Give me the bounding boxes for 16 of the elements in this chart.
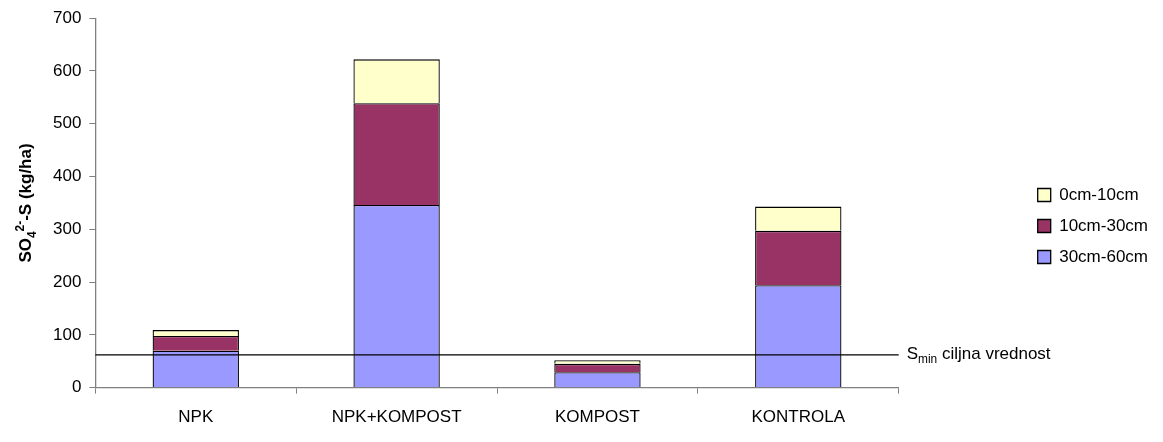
x-tick-label: KOMPOST [554, 407, 640, 427]
y-tick-label: 300 [52, 218, 82, 238]
x-tick-label: KONTROLA [751, 407, 846, 427]
legend-label: 0cm-10cm [1059, 184, 1139, 204]
y-tick-label: 0 [71, 377, 82, 397]
y-tick-label: 400 [52, 166, 82, 186]
legend-label: 30cm-60cm [1059, 246, 1149, 266]
x-tick-label: NPK [178, 407, 214, 427]
y-tick-label: 200 [52, 271, 82, 291]
x-tick-label: NPK+KOMPOST [331, 407, 462, 427]
ref-line-label: S$_{min}$ ciljna vrednost [906, 343, 1051, 367]
y-tick-label: 100 [52, 324, 82, 344]
y-tick-label: 500 [52, 113, 82, 133]
y-tick-label: 700 [52, 7, 82, 27]
legend-label: 10cm-30cm [1059, 215, 1149, 235]
y-tick-label: 600 [52, 60, 82, 80]
